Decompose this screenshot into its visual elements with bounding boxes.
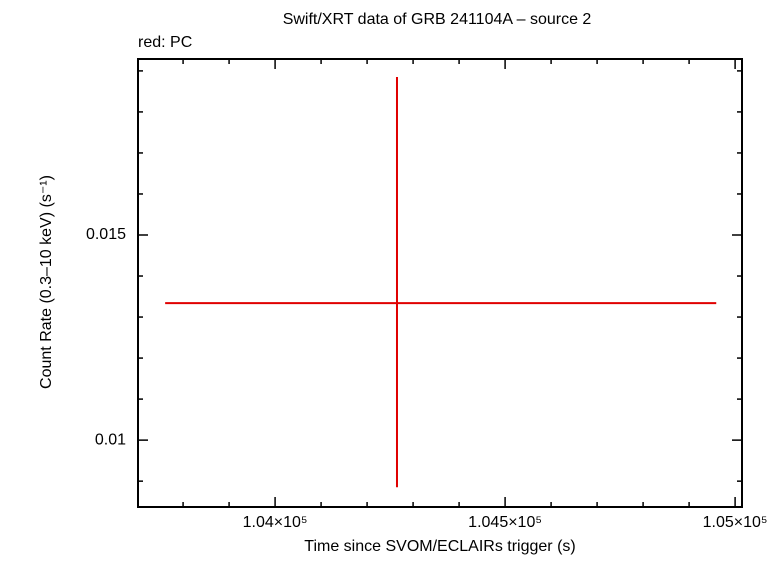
y-tick-label: 0.01 [95,431,126,448]
chart-subtitle: red: PC [138,34,192,51]
x-tick-label: 1.04×10⁵ [243,514,308,531]
x-tick-label: 1.05×10⁵ [703,514,768,531]
plot-frame [137,58,743,508]
y-tick-label: 0.015 [86,226,126,243]
y-axis-label: Count Rate (0.3–10 keV) (s⁻¹) [38,175,55,389]
x-tick-label: 1.045×10⁵ [468,514,542,531]
chart-title: Swift/XRT data of GRB 241104A – source 2 [283,11,592,28]
x-axis-label: Time since SVOM/ECLAIRs trigger (s) [304,538,575,555]
